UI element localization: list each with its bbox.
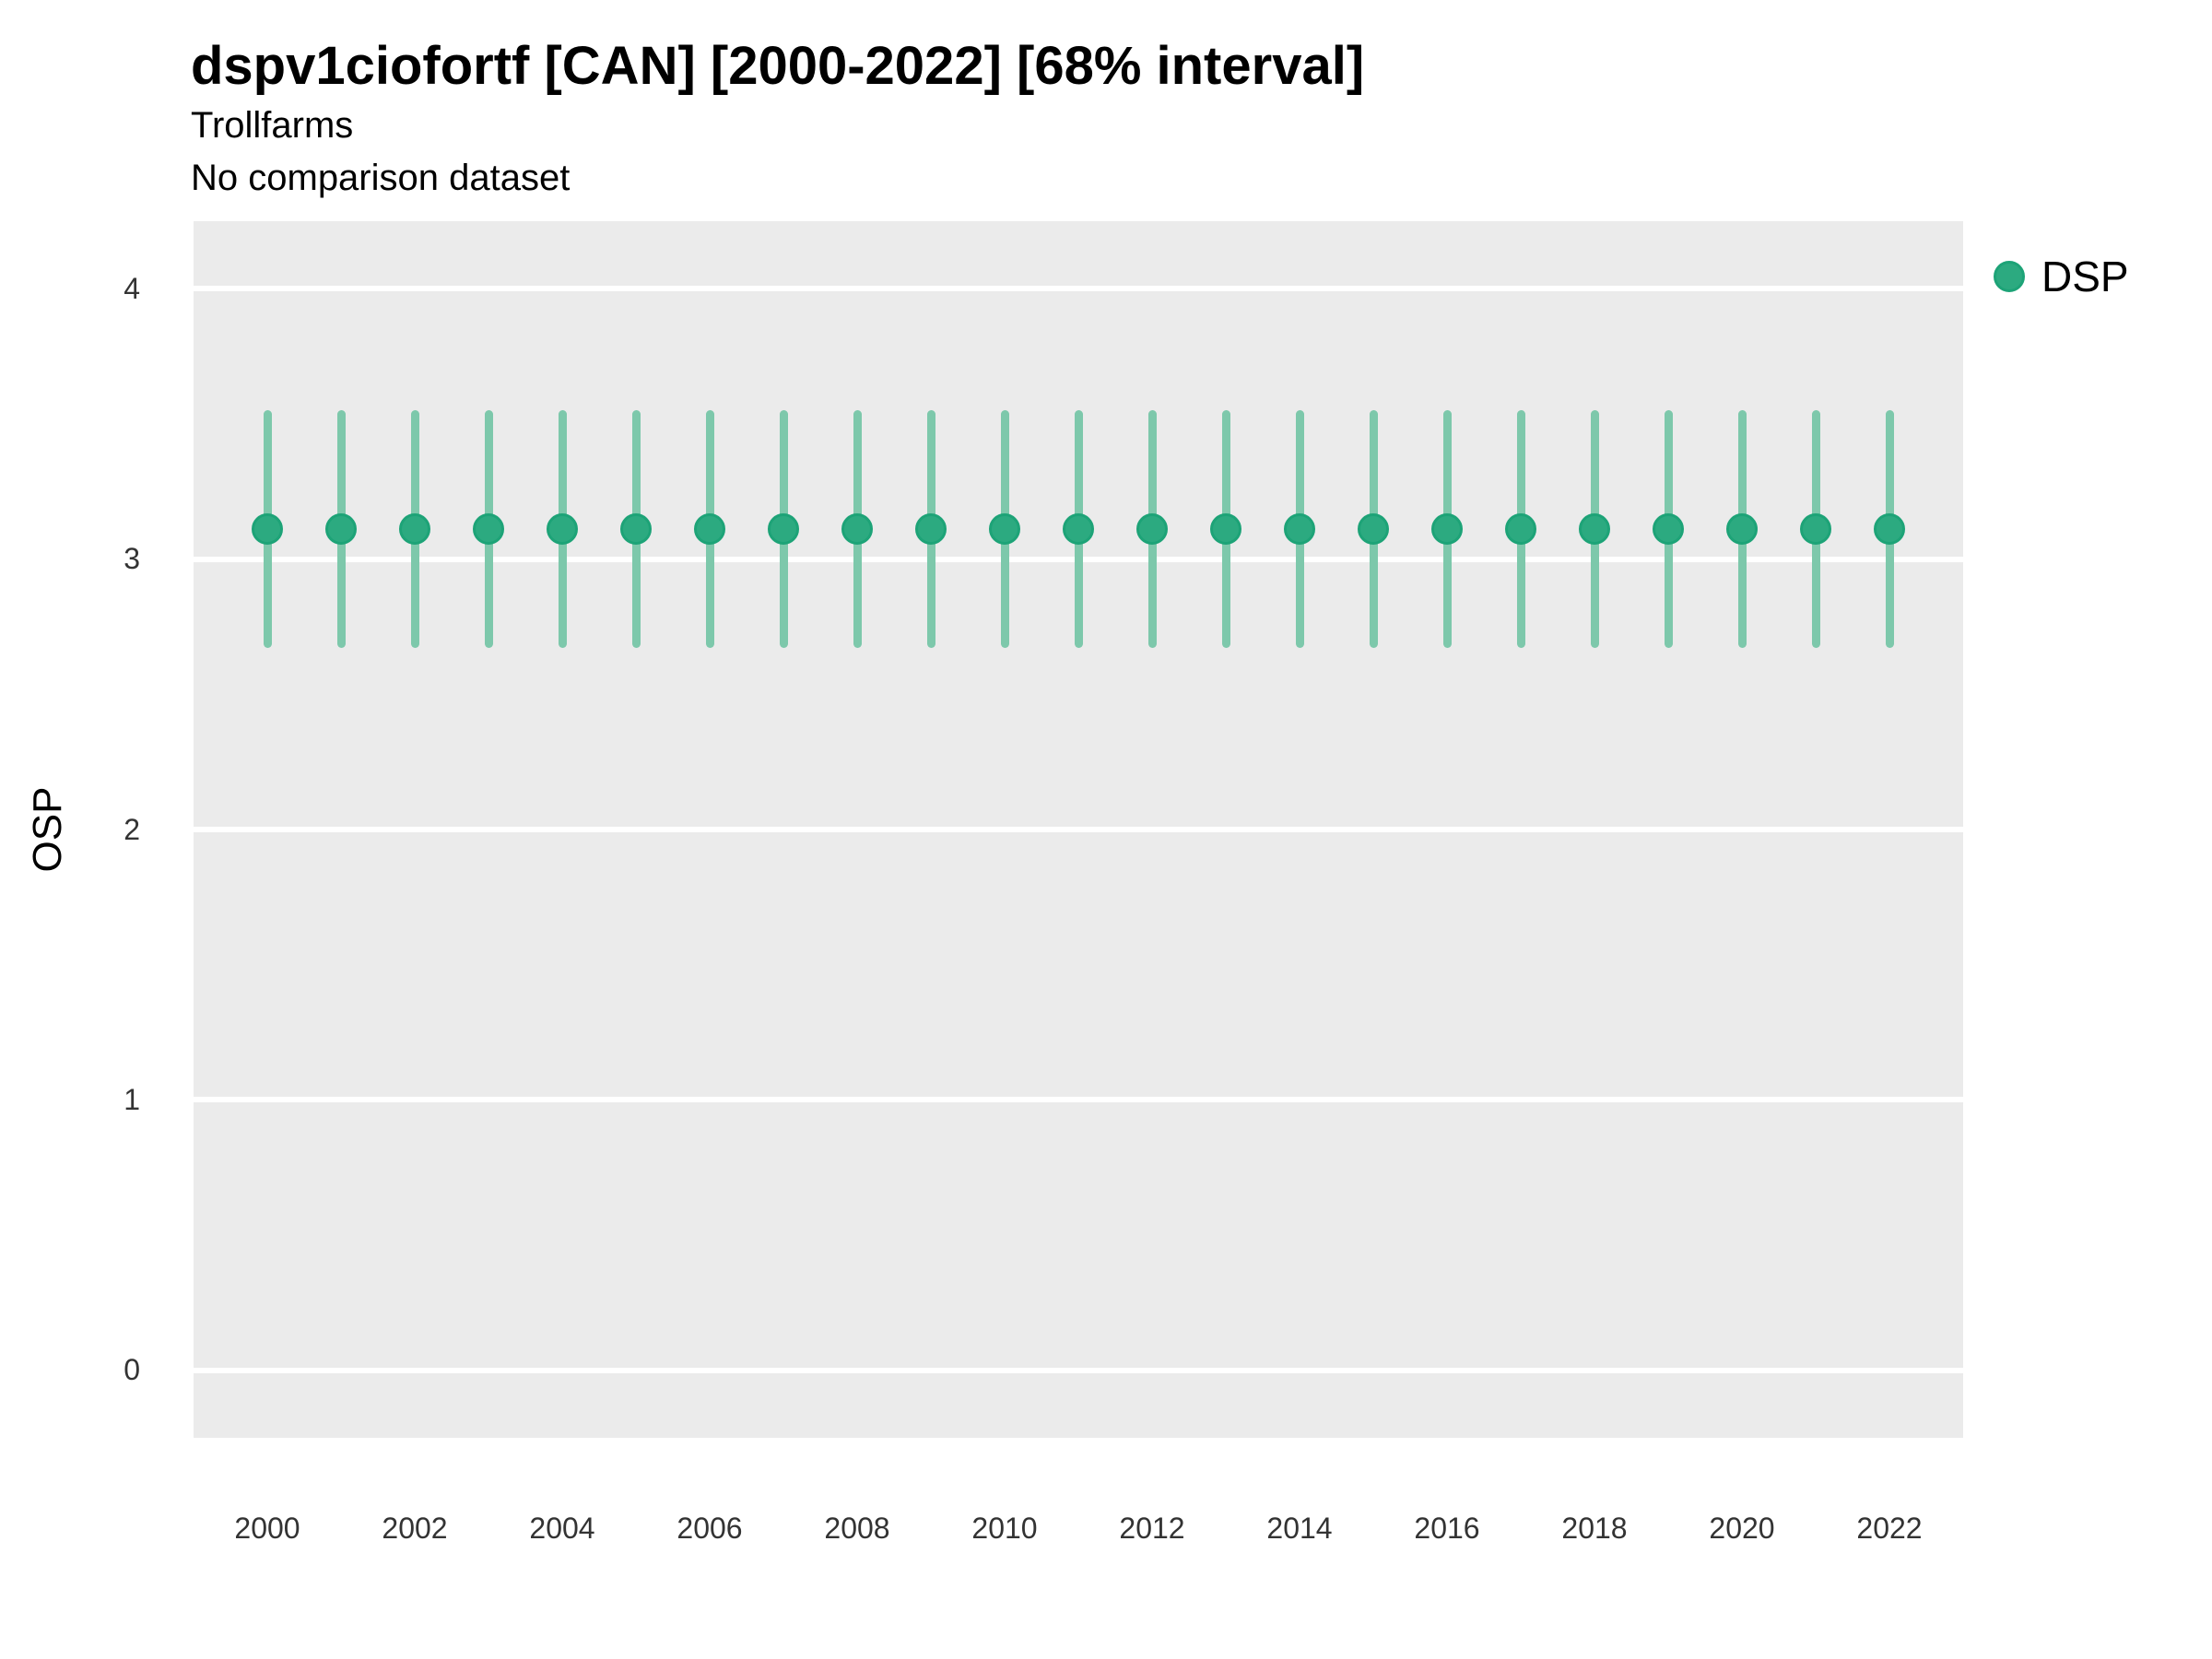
data-point-2016 — [1431, 513, 1463, 546]
data-point-2006 — [694, 513, 725, 546]
x-tick-label-2006: 2006 — [677, 1511, 743, 1545]
x-tick-label-2010: 2010 — [971, 1511, 1038, 1545]
data-point-2021 — [1800, 513, 1831, 546]
x-tick-label-2000: 2000 — [234, 1511, 300, 1545]
x-tick-label-2002: 2002 — [382, 1511, 448, 1545]
x-tick-label-2012: 2012 — [1119, 1511, 1185, 1545]
legend: DSP — [1994, 253, 2129, 300]
data-point-2013 — [1210, 513, 1241, 546]
data-point-2011 — [1063, 513, 1094, 546]
data-point-2022 — [1874, 513, 1905, 546]
data-point-2020 — [1726, 513, 1758, 546]
y-tick-label-0: 0 — [124, 1353, 140, 1387]
plot-panel — [194, 221, 1963, 1438]
data-point-2000 — [252, 513, 283, 546]
y-tick-label-1: 1 — [124, 1082, 140, 1116]
data-point-2017 — [1505, 513, 1536, 546]
data-point-2008 — [841, 513, 873, 546]
data-point-2018 — [1579, 513, 1610, 546]
y-tick-label-2: 2 — [124, 812, 140, 846]
gridline-y-2 — [194, 827, 1963, 832]
x-tick-label-2014: 2014 — [1266, 1511, 1333, 1545]
data-point-2001 — [325, 513, 357, 546]
x-tick-label-2022: 2022 — [1856, 1511, 1923, 1545]
data-point-2004 — [547, 513, 578, 546]
gridline-y-4 — [194, 286, 1963, 292]
x-tick-label-2008: 2008 — [824, 1511, 890, 1545]
legend-point-icon — [1994, 261, 2025, 292]
x-tick-label-2018: 2018 — [1561, 1511, 1628, 1545]
y-tick-label-3: 3 — [124, 542, 140, 576]
data-point-2010 — [989, 513, 1020, 546]
y-tick-label-4: 4 — [124, 271, 140, 305]
data-point-2005 — [620, 513, 652, 546]
data-point-2003 — [473, 513, 504, 546]
data-point-2014 — [1284, 513, 1315, 546]
data-point-2007 — [768, 513, 799, 546]
chart-title: dspv1ciofortf [CAN] [2000-2022] [68% int… — [191, 36, 1365, 96]
data-point-2002 — [399, 513, 430, 546]
data-point-2019 — [1653, 513, 1684, 546]
x-tick-label-2020: 2020 — [1709, 1511, 1775, 1545]
chart-subtitle: Trollfarms — [191, 105, 354, 146]
legend-label: DSP — [2041, 253, 2129, 300]
gridline-y-0 — [194, 1367, 1963, 1373]
data-point-2009 — [915, 513, 947, 546]
chart-comparison-note: No comparison dataset — [191, 158, 571, 198]
data-point-2015 — [1358, 513, 1389, 546]
x-tick-label-2004: 2004 — [529, 1511, 595, 1545]
x-tick-label-2016: 2016 — [1414, 1511, 1480, 1545]
gridline-y-1 — [194, 1097, 1963, 1103]
data-point-2012 — [1136, 513, 1168, 546]
